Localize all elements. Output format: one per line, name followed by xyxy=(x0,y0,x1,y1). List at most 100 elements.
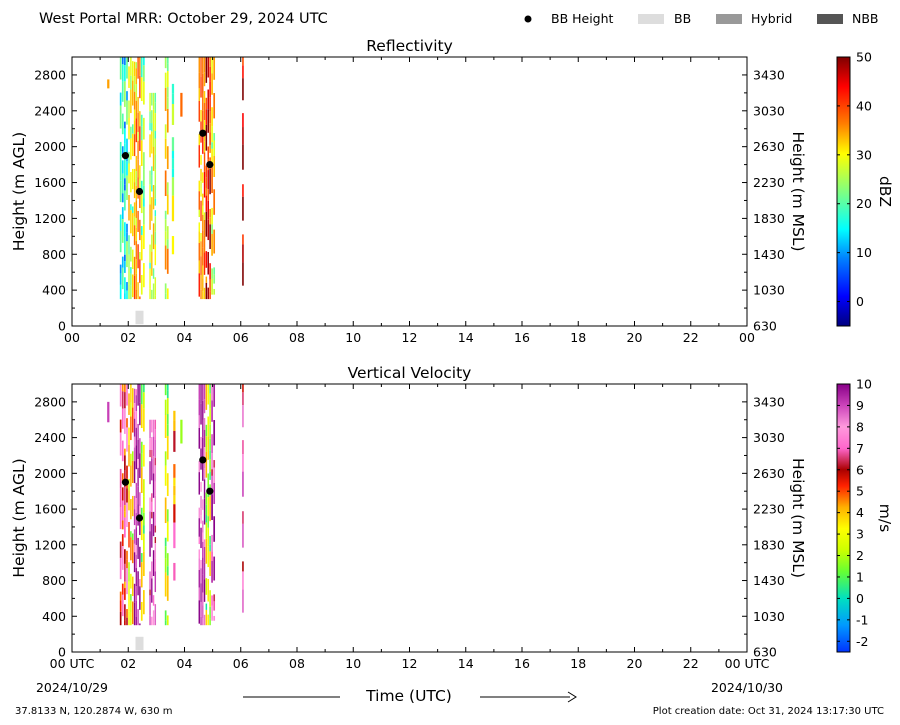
echo-cell xyxy=(135,62,138,69)
echo-cell xyxy=(202,130,204,154)
echo-cell xyxy=(154,138,157,155)
echo-cell xyxy=(124,81,126,107)
echo-cell xyxy=(137,297,139,300)
echo-cell xyxy=(126,223,128,233)
echo-cell xyxy=(205,211,208,237)
echo-cell xyxy=(202,419,204,438)
echo-cell xyxy=(211,57,213,74)
bb-height-point xyxy=(206,161,214,169)
echo-cell xyxy=(149,571,151,590)
echo-cell xyxy=(133,552,136,573)
echo-cell xyxy=(213,189,216,215)
colorbar-tick-label: 50 xyxy=(856,50,872,65)
echo-cell xyxy=(198,569,200,588)
echo-cell xyxy=(200,155,202,165)
echo-cell xyxy=(140,553,143,563)
echo-cell xyxy=(133,447,136,462)
echo-cell xyxy=(137,112,139,133)
echo-cell xyxy=(166,63,169,72)
colorbar-tick-label: 8 xyxy=(856,419,864,434)
echo-cell xyxy=(202,247,204,266)
echo-cell xyxy=(119,284,122,300)
echo-cell xyxy=(211,73,213,95)
echo-cell xyxy=(213,155,216,177)
echo-cell xyxy=(149,589,151,596)
echo-cell xyxy=(213,601,216,611)
echo-cell xyxy=(143,444,145,467)
echo-cell xyxy=(213,140,216,156)
echo-cell xyxy=(164,138,167,159)
echo-cell xyxy=(166,566,169,576)
echo-cell xyxy=(126,550,128,560)
echo-cell xyxy=(151,123,153,132)
echo-cell xyxy=(198,100,200,122)
echo-cell xyxy=(140,274,143,295)
echo-cell xyxy=(202,499,204,510)
echo-cell xyxy=(198,231,200,243)
echo-cell xyxy=(198,384,200,400)
echo-cell xyxy=(166,390,169,399)
echo-cell xyxy=(207,189,209,201)
echo-cell xyxy=(209,97,211,112)
echo-cell xyxy=(132,601,134,625)
echo-cell xyxy=(128,581,130,596)
echo-cell xyxy=(128,268,130,285)
echo-cell xyxy=(143,512,145,526)
echo-cell xyxy=(154,130,157,139)
echo-cell xyxy=(202,214,204,231)
echo-cell xyxy=(242,384,244,393)
echo-cell xyxy=(139,453,141,478)
echo-cell xyxy=(121,520,124,530)
y-tick-label-right: 2230 xyxy=(753,175,785,190)
echo-cell xyxy=(139,438,141,454)
echo-cell xyxy=(209,132,211,145)
echo-cell xyxy=(205,124,208,151)
echo-cell xyxy=(130,172,132,193)
echo-cell xyxy=(139,126,141,151)
end-date-label: 2024/10/30 xyxy=(711,680,783,695)
echo-cell xyxy=(154,537,157,544)
bb-type-bar xyxy=(135,636,144,651)
echo-cell xyxy=(198,260,200,274)
echo-cell xyxy=(173,562,176,581)
echo-cell xyxy=(200,289,202,300)
echo-cell xyxy=(139,111,141,127)
echo-cell xyxy=(209,208,211,218)
echo-cell xyxy=(135,616,138,626)
echo-cell xyxy=(128,194,130,221)
legend-label-bb-height: BB Height xyxy=(551,11,614,26)
echo-cell xyxy=(139,579,141,587)
echo-cell xyxy=(242,392,244,406)
echo-cell xyxy=(137,282,139,298)
echo-cell xyxy=(198,222,200,232)
echo-cell xyxy=(205,538,208,564)
echo-cell xyxy=(132,540,134,564)
echo-cell xyxy=(213,420,216,446)
echo-cell xyxy=(149,288,151,300)
echo-cell xyxy=(203,91,206,103)
echo-cell xyxy=(200,256,202,275)
echo-cell xyxy=(139,384,141,403)
echo-cell xyxy=(242,262,244,286)
echo-cell xyxy=(124,254,126,262)
x-tick-label: 10 xyxy=(345,330,361,345)
echo-cell xyxy=(166,239,169,249)
y-tick-label: 1200 xyxy=(34,211,66,226)
echo-cell xyxy=(209,111,211,124)
echo-cell xyxy=(152,610,155,626)
echo-cell xyxy=(151,458,153,481)
x-axis-label: Time (UTC) xyxy=(365,687,452,705)
echo-cell xyxy=(133,256,136,276)
echo-cell xyxy=(198,507,200,519)
echo-cell xyxy=(128,427,130,446)
echo-cell xyxy=(166,575,169,601)
x-tick-label: 22 xyxy=(683,656,699,671)
echo-cell xyxy=(151,437,153,450)
echo-cell xyxy=(198,88,200,101)
echo-cell xyxy=(207,146,209,160)
echo-cell xyxy=(151,616,153,626)
echo-cell xyxy=(140,126,143,141)
y-tick-label-right: 1830 xyxy=(753,211,785,226)
echo-cell xyxy=(119,141,122,162)
echo-cell xyxy=(151,561,153,579)
